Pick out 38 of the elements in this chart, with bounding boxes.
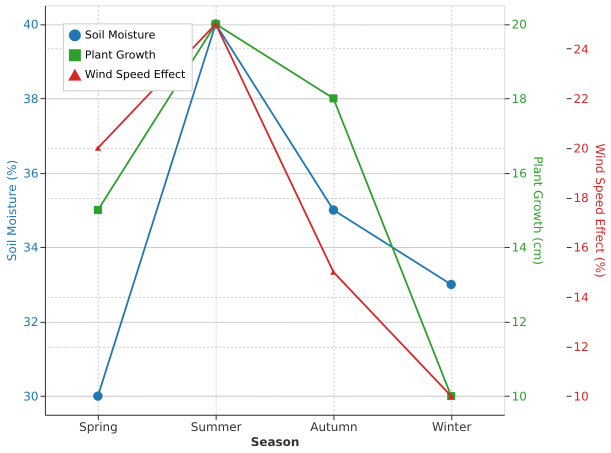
x-axis-title: Season (250, 435, 300, 450)
y2-tick-label: 18 (512, 92, 527, 106)
point (329, 94, 338, 102)
legend-label: Wind Speed Effect (84, 68, 186, 82)
y-tick-label: 38 (23, 92, 38, 106)
y2-tick-label: 10 (512, 390, 527, 404)
y3-tick-label: 10 (574, 390, 589, 404)
point (94, 145, 102, 151)
y-axis-title: Soil Moisture (%) (5, 160, 20, 262)
y-tick-label: 40 (23, 17, 38, 32)
y-tick-label: 34 (23, 240, 38, 255)
y2-tick-label: 14 (512, 240, 527, 255)
y3-tick-label: 24 (574, 42, 589, 56)
y3-tick-label: 12 (574, 340, 589, 354)
legend-label: Soil Moisture (84, 28, 156, 42)
x-tick-label: Winter (432, 420, 472, 434)
x-tick-label: Spring (79, 420, 118, 434)
point (446, 280, 456, 290)
y2-tick-label: 12 (512, 315, 527, 330)
y-tick-label: 30 (23, 390, 38, 404)
legend-label: Plant Growth (84, 48, 156, 62)
y2-tick-label: 20 (512, 17, 527, 32)
point (94, 206, 102, 214)
point (328, 205, 338, 215)
y-tick-label: 36 (23, 166, 38, 180)
y3-tick-label: 20 (574, 142, 589, 156)
point (93, 391, 103, 401)
x-tick-label: Autumn (310, 420, 358, 434)
y2-axis-title: Plant Growth (cm) (530, 156, 545, 265)
point (330, 269, 337, 275)
y3-axis-title: Wind Speed Effect (%) (592, 143, 607, 278)
y3-tick-label: 22 (574, 92, 589, 106)
y3-tick-label: 14 (574, 290, 589, 304)
y-tick-label: 32 (23, 315, 38, 330)
y3-tick-label: 16 (574, 240, 589, 255)
x-tick-label: Summer (190, 420, 242, 434)
y3-tick-label: 18 (574, 191, 589, 206)
y2-tick-label: 16 (512, 166, 527, 180)
